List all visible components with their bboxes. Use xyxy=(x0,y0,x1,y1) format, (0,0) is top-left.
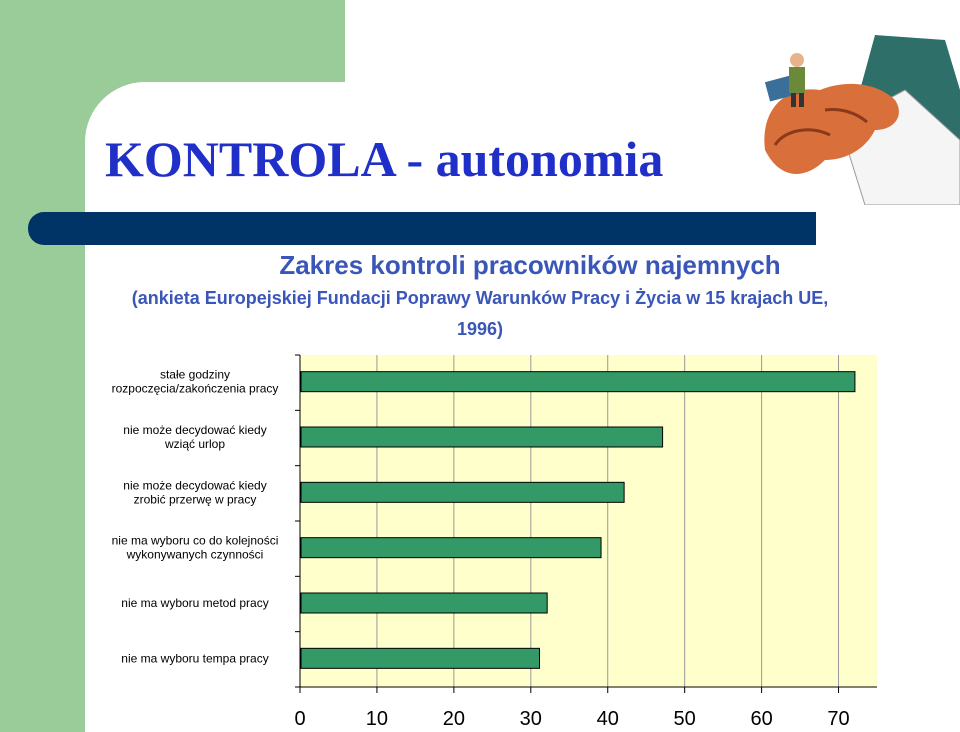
chart-source-note-line2: 1996) xyxy=(456,319,504,339)
category-label: nie ma wyboru metod pracy xyxy=(121,596,268,610)
chart-source-note-line1: (ankieta Europejskiej Fundacji Poprawy W… xyxy=(131,288,829,308)
bar xyxy=(300,647,540,669)
category-label: nie może decydować kiedy xyxy=(123,478,266,492)
chart-title: Zakres kontroli pracowników najemnych xyxy=(279,250,781,280)
category-label: nie ma wyboru co do kolejności xyxy=(112,534,279,548)
x-tick-label: 30 xyxy=(520,708,542,730)
plot-background xyxy=(300,355,877,687)
category-label: zrobić przerwę w pracy xyxy=(134,492,257,506)
x-tick-label: 60 xyxy=(750,708,772,730)
category-label: stałe godziny xyxy=(160,368,230,382)
category-label: wykonywanych czynności xyxy=(126,548,264,562)
x-tick-label: 20 xyxy=(443,708,465,730)
category-label: nie może decydować kiedy xyxy=(123,423,266,437)
plot-area: 0 10 20 30 40 50 60 70 stałe godzinyrozpoczęcia/… xyxy=(112,354,877,730)
x-tick-label: 70 xyxy=(827,708,849,730)
bar xyxy=(300,371,856,393)
bar xyxy=(300,481,625,503)
bar xyxy=(300,537,602,559)
bar xyxy=(300,592,548,614)
title-underline-strip xyxy=(28,212,816,245)
horizontal-bar-chart: 0 10 20 30 40 50 60 70 stałe godzinyrozpoczęcia/… xyxy=(112,354,877,730)
x-tick-label: 10 xyxy=(366,708,388,730)
x-tick-label: 40 xyxy=(597,708,619,730)
chart-heading: Zakres kontroli pracowników najemnych (a… xyxy=(0,250,960,343)
slide-title: KONTROLA - autonomia xyxy=(105,131,664,187)
category-label: wziąć urlop xyxy=(164,437,225,451)
bar xyxy=(300,426,664,448)
category-label: rozpoczęcia/zakończenia pracy xyxy=(112,382,279,396)
x-tick-label: 0 xyxy=(294,708,305,730)
x-tick-label: 50 xyxy=(674,708,696,730)
hand-holding-businessman-icon xyxy=(764,35,960,205)
category-label: nie ma wyboru tempa pracy xyxy=(121,651,268,665)
